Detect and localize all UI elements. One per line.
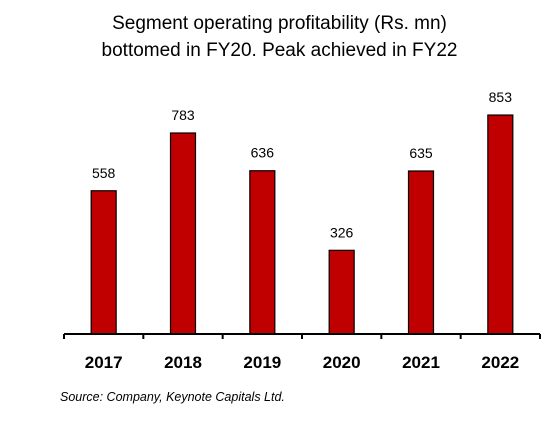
source-note: Source: Company, Keynote Capitals Ltd. — [60, 390, 285, 404]
bar-2022 — [487, 114, 514, 335]
x-tick-label-2020: 2020 — [323, 353, 361, 372]
chart-title: Segment operating profitability (Rs. mn)… — [0, 10, 559, 64]
chart-title-line-2: bottomed in FY20. Peak achieved in FY22 — [101, 40, 458, 61]
data-label-2017: 558 — [92, 165, 116, 181]
data-label-2021: 635 — [409, 145, 433, 161]
data-label-2020: 326 — [330, 224, 354, 240]
chart-title-line-1: Segment operating profitability (Rs. mn) — [112, 13, 447, 34]
x-tick-label-2021: 2021 — [402, 353, 440, 372]
x-tick-label-2019: 2019 — [243, 353, 281, 372]
x-tick-label-2017: 2017 — [85, 353, 123, 372]
data-label-2018: 783 — [171, 107, 195, 123]
data-label-2022: 853 — [489, 89, 513, 105]
bar-2021 — [407, 170, 435, 335]
x-tick-label-2022: 2022 — [481, 353, 519, 372]
bar-2020 — [328, 249, 355, 335]
bar-2019 — [249, 170, 276, 335]
bar-2017 — [90, 190, 117, 335]
x-tick-label-2018: 2018 — [164, 353, 202, 372]
data-label-2019: 636 — [251, 145, 275, 161]
bar-2018 — [169, 132, 197, 335]
